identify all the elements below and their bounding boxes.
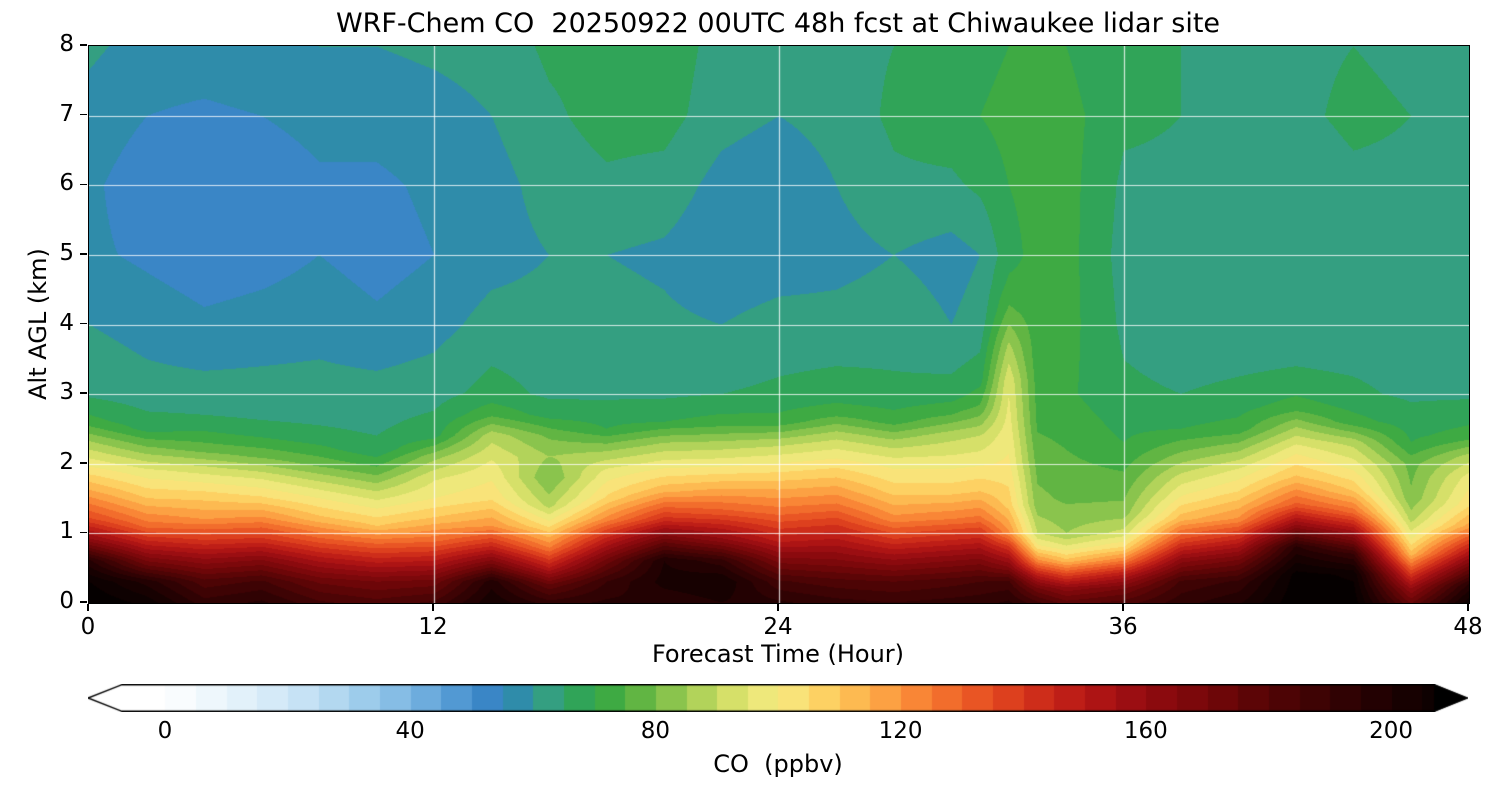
x-tick-mark — [87, 603, 89, 611]
y-tick-label: 2 — [59, 448, 74, 475]
chart-title: WRF-Chem CO 20250922 00UTC 48h fcst at C… — [335, 8, 1221, 39]
colorbar — [88, 684, 1468, 712]
x-tick-label: 0 — [80, 614, 96, 640]
x-tick-mark — [432, 603, 434, 611]
y-tick-mark — [79, 44, 87, 46]
y-tick-mark — [79, 531, 87, 534]
y-axis-label: Alt AGL (km) — [24, 248, 52, 400]
colorbar-tick-label: 40 — [395, 718, 425, 744]
x-tick-label: 12 — [418, 614, 448, 640]
y-tick-mark — [79, 183, 87, 185]
y-tick-label: 5 — [59, 239, 74, 266]
y-tick-mark — [79, 113, 87, 116]
colorbar-tick-label: 120 — [878, 718, 923, 744]
colorbar-tick-label: 160 — [1123, 718, 1168, 744]
y-tick-mark — [79, 462, 87, 464]
plot-area — [88, 45, 1470, 604]
x-tick-mark — [1467, 603, 1469, 611]
y-tick-label: 6 — [59, 170, 74, 197]
y-tick-label: 1 — [59, 518, 74, 545]
colorbar-label: CO (ppbv) — [713, 750, 843, 778]
y-tick-label: 3 — [59, 379, 74, 406]
y-tick-mark — [79, 253, 87, 255]
x-tick-label: 48 — [1453, 614, 1483, 640]
x-tick-mark — [1122, 603, 1124, 611]
y-tick-label: 0 — [59, 587, 74, 614]
co-contour-canvas — [89, 46, 1469, 603]
colorbar-tick-label: 200 — [1369, 718, 1414, 744]
y-tick-mark — [79, 322, 87, 325]
colorbar-tick-label: 0 — [157, 718, 173, 744]
y-tick-mark — [79, 601, 87, 603]
x-axis-label: Forecast Time (Hour) — [651, 640, 905, 668]
colorbar-canvas — [88, 684, 1468, 712]
colorbar-tick-label: 80 — [640, 718, 671, 744]
x-tick-mark — [777, 603, 779, 611]
x-tick-label: 36 — [1108, 614, 1138, 640]
x-tick-label: 24 — [763, 614, 793, 640]
y-tick-label: 4 — [59, 309, 74, 336]
y-tick-mark — [79, 392, 87, 394]
y-tick-label: 7 — [59, 100, 74, 127]
y-tick-label: 8 — [59, 30, 74, 57]
